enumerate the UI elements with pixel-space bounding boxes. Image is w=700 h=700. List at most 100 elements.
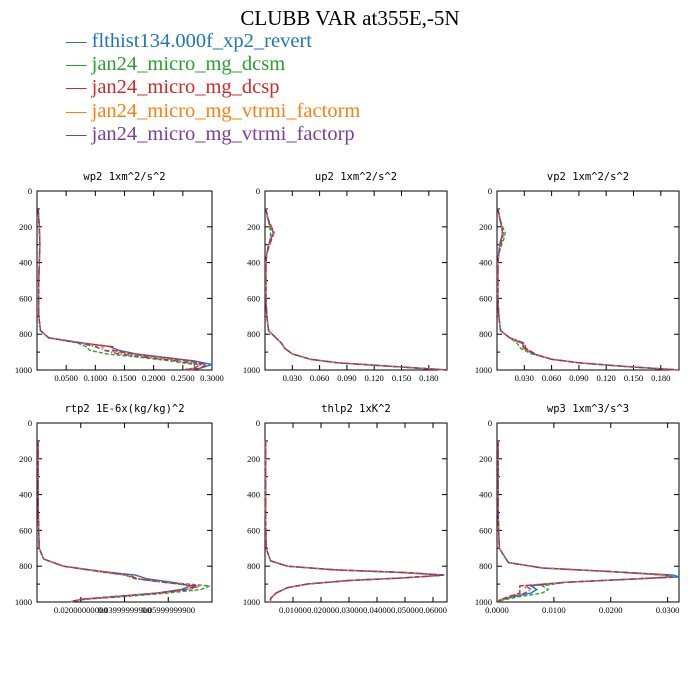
series-line-4 (37, 208, 203, 371)
x-tick-label: 0.180 (419, 373, 438, 383)
panel-5: thlp2 1xK^2 0 200 400 600 800 1000 0.01000 0.020… (243, 403, 448, 615)
y-tick-label: 0 (28, 418, 32, 428)
panel-title: vp2 1xm^2/s^2 (547, 171, 629, 183)
x-tick-label: 0.0500 (54, 373, 78, 383)
x-tick-label: 0.0000 (485, 605, 509, 615)
y-tick-label: 400 (19, 490, 32, 500)
y-tick-label: 600 (247, 525, 260, 535)
y-tick-label: 800 (479, 561, 492, 571)
legend-entry: — jan24_micro_mg_vtrmi_factorm (66, 100, 360, 123)
series-line-1 (37, 440, 193, 603)
plot-frame (36, 190, 213, 371)
legend-label: jan24_micro_mg_dcsp (91, 76, 280, 99)
series-line-2 (265, 208, 448, 371)
panel-title: rtp2 1E-6x(kg/kg)^2 (64, 403, 184, 415)
x-tick-label: 0.0100 (542, 605, 566, 615)
series-line-3 (497, 208, 680, 371)
panel-title: thlp2 1xK^2 (321, 403, 391, 415)
plot-frame (264, 190, 448, 371)
y-tick-label: 800 (247, 561, 260, 571)
y-tick-label: 400 (479, 490, 492, 500)
legend-swatch: — (66, 30, 92, 52)
series-line-3 (37, 208, 209, 371)
y-tick-label: 600 (247, 293, 260, 303)
legend: — flthist134.000f_xp2_revert — jan24_mic… (66, 30, 360, 146)
y-tick-label: 200 (19, 222, 32, 232)
x-tick-label: 0.05999999900 (141, 605, 195, 615)
legend-swatch: — (66, 122, 92, 145)
panel-1: wp2 1xm^2/s^2 0 200 400 600 800 1000 0.0500 0.10… (15, 171, 224, 383)
x-tick-label: 0.090 (569, 373, 588, 383)
y-tick-label: 200 (479, 454, 492, 464)
series-line-5 (37, 440, 200, 603)
x-tick-label: 0.2000 (142, 373, 166, 383)
x-tick-label: 0.120 (365, 373, 384, 383)
x-tick-label: 0.05000 (391, 605, 419, 615)
y-tick-label: 1000 (475, 365, 492, 375)
series-line-1 (264, 440, 445, 602)
series-line-3 (265, 208, 448, 371)
y-tick-label: 1000 (15, 365, 32, 375)
x-tick-label: 0.02000 (307, 605, 335, 615)
panel-2: up2 1xm^2/s^2 0 200 400 600 800 1000 0.030 0.060… (243, 171, 448, 383)
series-line-1 (497, 440, 680, 603)
x-tick-label: 0.02000000000 (54, 605, 108, 615)
y-tick-label: 200 (247, 222, 260, 232)
y-tick-label: 800 (247, 329, 260, 339)
legend-entry: — jan24_micro_mg_dcsp (66, 76, 360, 99)
series-line-1 (37, 208, 213, 371)
x-tick-label: 0.04000 (363, 605, 391, 615)
series-line-4 (264, 440, 445, 602)
y-tick-label: 200 (479, 222, 492, 232)
y-tick-label: 800 (19, 561, 32, 571)
legend-entry: — jan24_micro_mg_dcsm (66, 53, 360, 76)
x-tick-label: 0.090 (337, 373, 356, 383)
series-line-5 (265, 208, 448, 371)
x-tick-label: 0.150 (392, 373, 411, 383)
legend-label: jan24_micro_mg_vtrmi_factorm (91, 99, 361, 122)
legend-label: jan24_micro_mg_vtrmi_factorp (91, 122, 355, 145)
series-line-3 (497, 440, 674, 603)
x-tick-label: 0.0300 (656, 605, 680, 615)
x-tick-label: 0.180 (651, 373, 670, 383)
x-tick-label: 0.150 (624, 373, 643, 383)
y-tick-label: 0 (488, 186, 492, 196)
legend-entry: — flthist134.000f_xp2_revert (66, 30, 360, 53)
y-tick-label: 600 (19, 293, 32, 303)
x-tick-label: 0.3000 (200, 373, 224, 383)
y-tick-label: 200 (19, 454, 32, 464)
series-line-5 (497, 440, 674, 603)
x-tick-label: 0.2500 (171, 373, 195, 383)
legend-swatch: — (66, 53, 92, 76)
x-tick-label: 0.03999999900 (98, 605, 152, 615)
y-tick-label: 0 (256, 186, 260, 196)
panel-4: rtp2 1E-6x(kg/kg)^2 0 200 400 600 800 1000 0.02… (15, 403, 213, 615)
series-line-4 (37, 440, 202, 603)
legend-label: jan24_micro_mg_dcsm (91, 53, 286, 76)
y-tick-label: 600 (479, 293, 492, 303)
series-line-5 (264, 440, 445, 602)
series-line-2 (264, 440, 445, 602)
y-tick-label: 400 (247, 258, 260, 268)
series-line-2 (37, 440, 211, 603)
legend-swatch: — (66, 99, 92, 122)
x-tick-label: 0.060 (310, 373, 329, 383)
y-tick-label: 400 (247, 490, 260, 500)
y-tick-label: 800 (479, 329, 492, 339)
x-tick-label: 0.01000 (279, 605, 307, 615)
y-tick-label: 1000 (243, 365, 260, 375)
panel-title: up2 1xm^2/s^2 (315, 171, 397, 183)
legend-label: flthist134.000f_xp2_revert (91, 30, 312, 52)
x-tick-label: 0.0200 (599, 605, 623, 615)
series-line-3 (264, 440, 445, 602)
y-tick-label: 200 (247, 454, 260, 464)
y-tick-label: 1000 (15, 597, 32, 607)
series-line-1 (265, 208, 448, 371)
figure-title: CLUBB VAR at355E,-5N (240, 6, 460, 30)
x-tick-label: 0.03000 (335, 605, 363, 615)
y-tick-label: 400 (479, 258, 492, 268)
y-tick-label: 400 (19, 258, 32, 268)
series-line-4 (265, 208, 448, 371)
